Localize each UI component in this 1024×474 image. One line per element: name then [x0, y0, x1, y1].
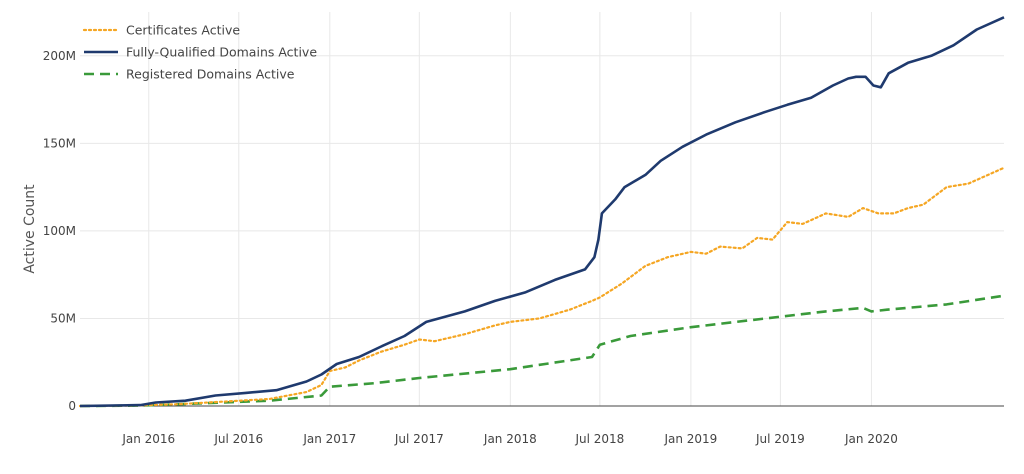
- x-tick-label: Jan 2017: [302, 432, 356, 446]
- legend-label: Certificates Active: [126, 23, 240, 38]
- y-tick-label: 100M: [43, 224, 76, 238]
- series-line-registered-domains-active: [79, 294, 1005, 408]
- y-tick-label: 50M: [50, 311, 76, 325]
- series-line-certificates-active: [78, 166, 1006, 408]
- y-axis-title: Active Count: [22, 184, 38, 274]
- legend-item[interactable]: Registered Domains Active: [84, 67, 295, 82]
- legend-item[interactable]: Fully-Qualified Domains Active: [84, 45, 317, 60]
- legend-item[interactable]: Certificates Active: [82, 23, 240, 38]
- grid-lines: [80, 12, 1004, 406]
- legend-label: Registered Domains Active: [126, 67, 295, 82]
- x-tick-label: Jan 2020: [844, 432, 898, 446]
- x-tick-label: Jan 2016: [121, 432, 175, 446]
- series-lines: [78, 16, 1006, 408]
- x-tick-label: Jul 2017: [394, 432, 444, 446]
- y-tick-label: 0: [68, 399, 76, 413]
- x-tick-label: Jan 2018: [483, 432, 537, 446]
- legend[interactable]: Certificates Active Fully-Qualified Domai…: [82, 23, 317, 82]
- y-tick-label: 200M: [43, 49, 76, 63]
- axes: 0 50M 100M 150M 200M Jan 2016 Jul 2016 Jan 2017…: [43, 49, 1004, 446]
- x-tick-label: Jul 2016: [213, 432, 263, 446]
- legend-label: Fully-Qualified Domains Active: [126, 45, 317, 60]
- x-tick-label: Jan 2019: [663, 432, 717, 446]
- y-tick-label: 150M: [43, 136, 76, 150]
- series-line-fully-qualified-domains-active: [79, 16, 1005, 408]
- x-tick-label: Jul 2018: [574, 432, 624, 446]
- x-tick-label: Jul 2019: [755, 432, 805, 446]
